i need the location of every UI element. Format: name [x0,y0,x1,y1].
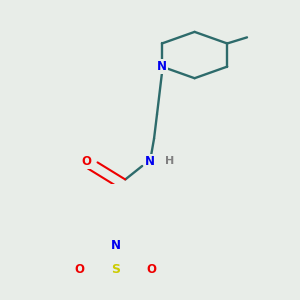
Text: H: H [165,156,175,166]
Text: N: N [110,239,120,252]
Text: S: S [111,263,120,276]
Text: N: N [157,60,167,73]
Text: O: O [146,263,156,276]
Text: O: O [82,155,92,168]
Text: N: N [145,154,155,168]
Text: O: O [75,263,85,276]
